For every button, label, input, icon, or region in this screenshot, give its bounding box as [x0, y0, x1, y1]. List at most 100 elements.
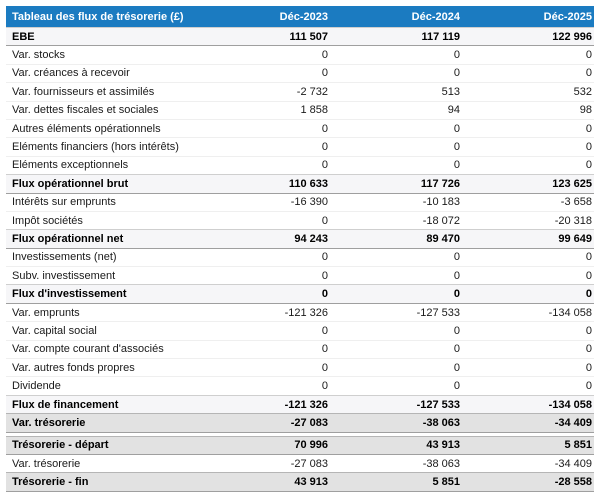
row-value: 0 [585, 269, 592, 282]
table-row: Investissements (net) 0 0 0 [6, 248, 594, 268]
row-value: 0 [453, 122, 460, 135]
row-value: 0 [453, 67, 460, 80]
row-label: Investissements (net) [12, 251, 117, 264]
table-row: Impôt sociétés 0 -18 072 -20 318 [6, 211, 594, 231]
row-value: 110 633 [288, 177, 328, 190]
row-value: 532 [573, 85, 592, 98]
row-value: 0 [453, 288, 460, 301]
row-label: Impôt sociétés [12, 214, 83, 227]
row-label: Flux opérationnel brut [12, 177, 129, 190]
table-row: EBE 111 507 117 119 122 996 [6, 27, 594, 47]
row-value: -134 058 [548, 398, 592, 411]
table-row: Var. fournisseurs et assimilés -2 732 513 5… [6, 83, 594, 102]
row-label: Intérêts sur emprunts [12, 196, 116, 209]
table-row: Subv. investissement 0 0 0 [6, 267, 594, 286]
row-value: 94 243 [294, 232, 328, 245]
row-value: -20 318 [554, 214, 592, 227]
row-value: 94 [447, 104, 460, 117]
row-label: Eléments financiers (hors intérêts) [12, 141, 179, 154]
row-value: 5 851 [564, 439, 592, 452]
row-value: 0 [585, 141, 592, 154]
row-label: Var. autres fonds propres [12, 361, 135, 374]
row-value: 0 [321, 141, 328, 154]
row-value: 43 913 [426, 439, 460, 452]
row-label: Subv. investissement [12, 269, 116, 282]
row-label: Var. dettes fiscales et sociales [12, 104, 159, 117]
row-value: 0 [585, 361, 592, 374]
row-value: 0 [453, 251, 460, 264]
section-spacer [6, 432, 594, 437]
row-label: Var. fournisseurs et assimilés [12, 85, 155, 98]
table-row: Var. trésorerie -27 083 -38 063 -34 409 [6, 454, 594, 474]
row-value: 0 [585, 49, 592, 62]
row-value: -34 409 [554, 416, 592, 429]
column-header-dec-2024: Déc-2024 [411, 10, 460, 23]
row-value: -3 658 [560, 196, 592, 209]
row-value: 117 119 [421, 30, 460, 43]
row-value: 89 470 [426, 232, 460, 245]
row-value: 0 [585, 159, 592, 172]
row-value: 123 625 [552, 177, 592, 190]
table-row: Var. emprunts -121 326 -127 533 -134 058 [6, 303, 594, 323]
column-header-dec-2023: Déc-2023 [279, 10, 328, 23]
table-row: Intérêts sur emprunts -16 390 -10 183 -3 65… [6, 193, 594, 212]
row-value: 5 851 [432, 476, 460, 489]
row-value: 0 [585, 324, 592, 337]
row-value: 0 [321, 361, 328, 374]
table-row: Var. compte courant d'associés 0 0 0 [6, 340, 594, 360]
row-label: Trésorerie - fin [12, 476, 89, 489]
row-value: -121 326 [284, 398, 328, 411]
row-label: Flux d'investissement [12, 288, 127, 301]
table-row: Flux opérationnel brut 110 633 117 726 123 … [6, 174, 594, 194]
row-value: 0 [453, 324, 460, 337]
row-label: Var. créances à recevoir [12, 67, 130, 80]
row-label: Var. emprunts [12, 306, 80, 319]
row-value: 43 913 [294, 476, 328, 489]
row-value: -34 409 [554, 457, 592, 470]
row-value: 117 726 [420, 177, 460, 190]
row-value: 0 [321, 324, 328, 337]
row-value: 70 996 [294, 439, 328, 452]
table-row: Var. stocks 0 0 0 [6, 46, 594, 65]
row-value: 0 [453, 49, 460, 62]
table-row: Var. dettes fiscales et sociales 1 858 94 9… [6, 101, 594, 120]
row-value: 0 [585, 380, 592, 393]
table-header-row: Tableau des flux de trésorerie (£) Déc-2… [6, 6, 594, 28]
cash-flow-statement-table: Tableau des flux de trésorerie (£) Déc-2… [6, 6, 594, 492]
table-row: Trésorerie - départ 70 996 43 913 5 851 [6, 435, 594, 455]
row-value: 0 [585, 343, 592, 356]
row-value: 0 [585, 67, 592, 80]
table-row: Flux opérationnel net 94 243 89 470 99 649 [6, 229, 594, 249]
row-value: -18 072 [422, 214, 460, 227]
row-value: 0 [453, 361, 460, 374]
table-row: Trésorerie - fin 43 913 5 851 -28 558 [6, 472, 594, 492]
row-value: 0 [321, 67, 328, 80]
row-label: Var. trésorerie [12, 457, 81, 470]
row-label: Trésorerie - départ [12, 439, 109, 452]
table-row: Var. autres fonds propres 0 0 0 [6, 359, 594, 378]
row-value: 98 [579, 104, 592, 117]
row-value: 0 [453, 159, 460, 172]
table-row: Var. trésorerie -27 083 -38 063 -34 409 [6, 413, 594, 433]
table-row: Var. capital social 0 0 0 [6, 322, 594, 341]
row-value: 0 [321, 288, 328, 301]
row-value: -27 083 [290, 416, 328, 429]
row-value: 0 [321, 49, 328, 62]
table-row: Dividende 0 0 0 [6, 377, 594, 396]
row-value: -28 558 [554, 476, 592, 489]
row-label: Flux opérationnel net [12, 232, 124, 245]
row-label: Var. capital social [12, 324, 97, 337]
row-value: 99 649 [558, 232, 592, 245]
table-body: EBE 111 507 117 119 122 996 Var. stocks 0 0 0 Va… [6, 27, 594, 492]
row-value: 1 858 [300, 104, 328, 117]
row-value: 0 [321, 214, 328, 227]
column-header-dec-2025: Déc-2025 [543, 10, 592, 23]
table-row: Flux d'investissement 0 0 0 [6, 284, 594, 304]
row-value: -27 083 [290, 457, 328, 470]
table-row: Flux de financement -121 326 -127 533 -134 … [6, 394, 594, 415]
row-value: -38 063 [422, 416, 460, 429]
row-label: Autres éléments opérationnels [12, 122, 161, 135]
row-value: 0 [321, 269, 328, 282]
row-value: 0 [321, 343, 328, 356]
table-row: Autres éléments opérationnels 0 0 0 [6, 119, 594, 139]
